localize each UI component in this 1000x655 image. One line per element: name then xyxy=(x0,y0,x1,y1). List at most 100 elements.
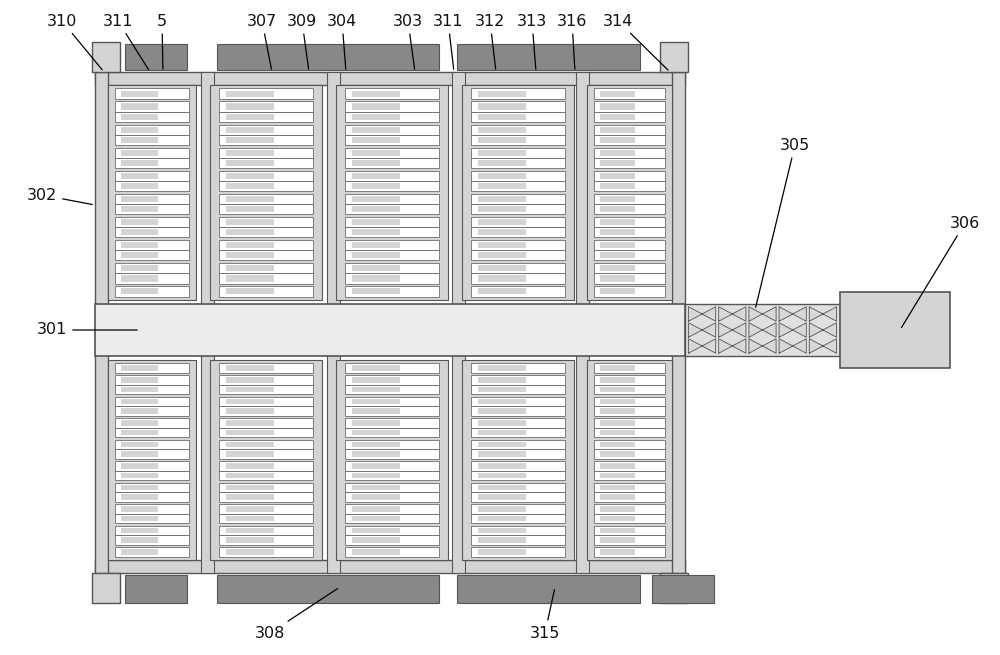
Bar xyxy=(92,573,120,603)
Bar xyxy=(600,183,635,189)
Bar xyxy=(226,515,274,521)
Bar xyxy=(219,384,313,394)
Bar xyxy=(336,85,448,300)
Bar xyxy=(352,377,400,383)
Bar xyxy=(457,575,640,603)
Bar xyxy=(219,428,313,437)
Bar xyxy=(672,72,685,573)
Bar xyxy=(352,265,400,271)
Bar xyxy=(115,227,189,237)
Bar xyxy=(594,181,665,191)
Bar xyxy=(352,549,400,555)
Bar xyxy=(219,88,313,99)
Bar xyxy=(345,406,439,416)
Bar xyxy=(219,147,313,158)
Bar xyxy=(345,217,439,227)
Bar xyxy=(219,471,313,480)
Bar xyxy=(600,377,635,383)
Bar xyxy=(471,217,565,227)
Bar xyxy=(115,171,189,181)
Text: 302: 302 xyxy=(27,187,92,204)
Bar xyxy=(219,286,313,297)
Bar xyxy=(352,441,400,447)
Bar xyxy=(471,250,565,261)
Bar xyxy=(352,420,400,426)
Bar xyxy=(352,229,400,235)
Bar xyxy=(115,440,189,449)
Polygon shape xyxy=(689,339,716,353)
Bar xyxy=(600,265,635,271)
Bar xyxy=(219,171,313,181)
Bar xyxy=(95,72,108,573)
Bar xyxy=(478,173,526,179)
Bar xyxy=(471,406,565,416)
Bar xyxy=(471,135,565,145)
Bar xyxy=(471,286,565,297)
Bar xyxy=(226,288,274,295)
Bar xyxy=(478,377,526,383)
Bar xyxy=(345,504,439,514)
Bar xyxy=(600,160,635,166)
Bar xyxy=(352,386,400,392)
Bar xyxy=(471,158,565,168)
Bar xyxy=(600,103,635,109)
Polygon shape xyxy=(779,323,806,337)
Bar xyxy=(478,196,526,202)
Bar xyxy=(121,160,158,166)
Bar xyxy=(226,408,274,414)
Bar xyxy=(587,85,672,300)
Bar xyxy=(217,44,439,70)
Bar xyxy=(594,493,665,502)
Bar xyxy=(587,360,672,560)
Bar xyxy=(594,111,665,122)
Bar xyxy=(121,549,158,555)
Bar xyxy=(121,473,158,478)
Bar xyxy=(471,440,565,449)
Bar xyxy=(594,440,665,449)
Bar xyxy=(352,451,400,457)
Bar xyxy=(478,365,526,371)
Bar xyxy=(226,219,274,225)
Bar xyxy=(115,504,189,514)
Bar xyxy=(345,461,439,471)
Bar xyxy=(115,102,189,111)
Bar xyxy=(471,147,565,158)
Bar xyxy=(121,288,158,295)
Bar xyxy=(345,286,439,297)
Bar xyxy=(452,72,465,573)
Bar xyxy=(594,273,665,284)
Bar xyxy=(121,399,158,404)
Bar xyxy=(478,420,526,426)
Bar xyxy=(471,273,565,284)
Bar xyxy=(115,124,189,135)
Bar xyxy=(345,111,439,122)
Bar xyxy=(345,449,439,458)
Bar xyxy=(226,485,274,491)
Bar xyxy=(478,242,526,248)
Bar xyxy=(471,364,565,373)
Bar xyxy=(115,384,189,394)
Bar xyxy=(219,504,313,514)
Bar xyxy=(115,250,189,261)
Bar xyxy=(115,493,189,502)
Bar xyxy=(219,483,313,493)
Bar xyxy=(95,560,685,573)
Bar xyxy=(594,514,665,523)
Bar xyxy=(219,102,313,111)
Bar xyxy=(121,420,158,426)
Bar xyxy=(226,90,274,96)
Bar xyxy=(121,219,158,225)
Bar xyxy=(478,160,526,166)
Bar xyxy=(600,365,635,371)
Bar xyxy=(352,242,400,248)
Bar xyxy=(115,111,189,122)
Bar xyxy=(345,135,439,145)
Bar xyxy=(471,493,565,502)
Bar xyxy=(478,288,526,295)
Bar xyxy=(219,217,313,227)
Bar xyxy=(600,113,635,120)
Bar xyxy=(115,364,189,373)
Bar xyxy=(121,430,158,436)
Polygon shape xyxy=(779,339,806,353)
Bar xyxy=(219,364,313,373)
